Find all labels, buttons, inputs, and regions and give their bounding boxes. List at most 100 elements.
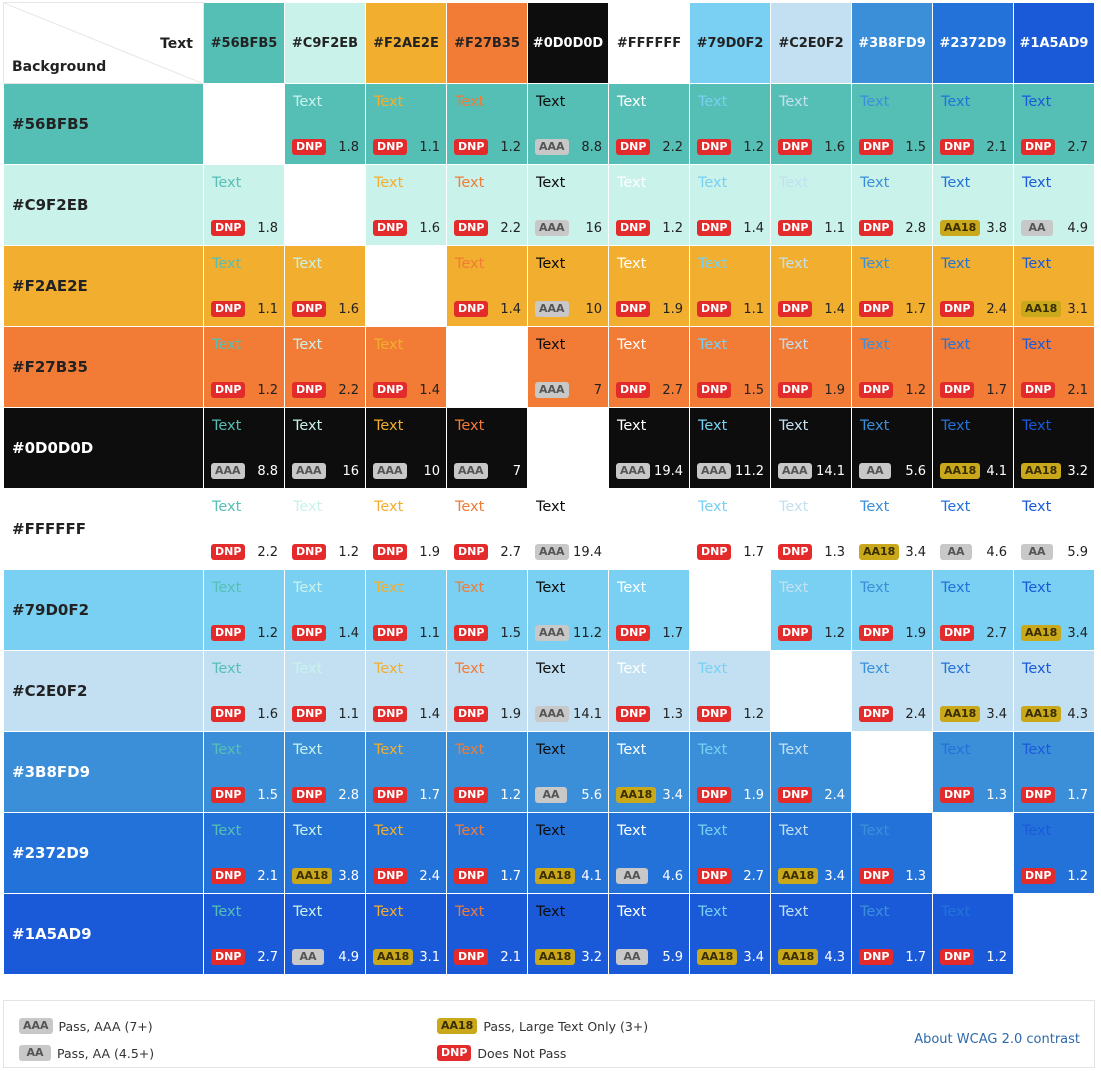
rating-badge: AAA: [697, 463, 731, 479]
cell-footer: DNP 1.5: [454, 625, 521, 641]
sample-text: Text: [1022, 337, 1052, 353]
legend-dnp-badge: DNP: [437, 1045, 472, 1061]
sample-text: Text: [536, 580, 566, 596]
sample-text: Text: [617, 742, 647, 758]
cell-footer: DNP 1.2: [778, 625, 845, 641]
rating-badge: DNP: [697, 787, 732, 803]
cell-footer: DNP 1.2: [616, 220, 683, 236]
sample-text: Text: [1022, 661, 1052, 677]
background-axis-label: Background: [12, 59, 107, 75]
contrast-ratio: 2.2: [500, 220, 521, 236]
contrast-cell: Text DNP 1.2: [770, 569, 852, 651]
rating-badge: DNP: [373, 625, 408, 641]
contrast-cell: Text DNP 1.9: [446, 650, 528, 732]
rating-badge: DNP: [940, 787, 975, 803]
sample-text: Text: [941, 580, 971, 596]
contrast-ratio: 2.7: [1067, 139, 1088, 155]
contrast-cell: Text AA18 4.3: [1013, 650, 1095, 732]
cell-footer: DNP 1.2: [697, 139, 764, 155]
cell-footer: DNP 1.7: [859, 301, 926, 317]
cell-footer: DNP 1.2: [292, 544, 359, 560]
cell-footer: DNP 1.2: [454, 787, 521, 803]
contrast-cell: Text AAA 16: [527, 164, 609, 246]
contrast-cell: Text DNP 2.8: [284, 731, 366, 813]
sample-text: Text: [212, 337, 242, 353]
sample-text: Text: [617, 256, 647, 272]
cell-footer: DNP 2.7: [697, 868, 764, 884]
contrast-ratio: 3.4: [905, 544, 926, 560]
about-wcag-link[interactable]: About WCAG 2.0 contrast: [914, 1032, 1080, 1047]
column-header: #F2AE2E: [365, 2, 447, 84]
empty-cell: [446, 326, 528, 408]
sample-text: Text: [617, 175, 647, 191]
contrast-ratio: 1.7: [500, 868, 521, 884]
contrast-cell: Text AA18 3.4: [770, 812, 852, 894]
contrast-ratio: 8.8: [257, 463, 278, 479]
contrast-cell: Text AA 4.6: [932, 488, 1014, 570]
contrast-ratio: 1.4: [824, 301, 845, 317]
contrast-ratio: 5.9: [662, 949, 683, 965]
rating-badge: DNP: [778, 301, 813, 317]
sample-text: Text: [536, 661, 566, 677]
contrast-ratio: 1.4: [500, 301, 521, 317]
rating-badge: DNP: [859, 625, 894, 641]
sample-text: Text: [941, 418, 971, 434]
rating-badge: AA18: [778, 949, 819, 965]
contrast-ratio: 1.2: [986, 949, 1007, 965]
contrast-cell: Text AA18 3.2: [1013, 407, 1095, 489]
row-header: #3B8FD9: [3, 731, 204, 813]
cell-footer: DNP 1.4: [373, 706, 440, 722]
rating-badge: DNP: [616, 301, 651, 317]
rating-badge: DNP: [616, 625, 651, 641]
contrast-cell: Text AAA 14.1: [770, 407, 852, 489]
rating-badge: DNP: [697, 868, 732, 884]
cell-footer: AAA 19.4: [616, 463, 683, 479]
contrast-cell: Text DNP 1.7: [851, 245, 933, 327]
cell-footer: AA18 4.1: [940, 463, 1007, 479]
rating-badge: AA18: [778, 868, 819, 884]
cell-footer: DNP 2.8: [859, 220, 926, 236]
legend-aaa-desc: Pass, AAA (7+): [58, 1018, 153, 1034]
sample-text: Text: [860, 904, 890, 920]
rating-badge: DNP: [616, 220, 651, 236]
contrast-ratio: 1.2: [500, 787, 521, 803]
contrast-cell: Text DNP 1.7: [689, 488, 771, 570]
grid-row: #79D0F2 Text DNP 1.2 Text DNP 1.4 Text DNP 1.1 Tex…: [3, 569, 1095, 651]
rating-badge: DNP: [697, 382, 732, 398]
rating-badge: DNP: [778, 625, 813, 641]
rating-badge: DNP: [211, 787, 246, 803]
cell-footer: DNP 2.1: [940, 139, 1007, 155]
empty-cell: [608, 488, 690, 570]
contrast-cell: Text DNP 1.6: [284, 245, 366, 327]
cell-footer: DNP 1.3: [778, 544, 845, 560]
column-header: #56BFB5: [203, 2, 285, 84]
cell-footer: DNP 1.4: [292, 625, 359, 641]
rating-badge: AA18: [1021, 625, 1062, 641]
contrast-cell: Text DNP 1.8: [284, 83, 366, 165]
sample-text: Text: [374, 175, 404, 191]
cell-footer: AA18 3.4: [778, 868, 845, 884]
cell-footer: AA 5.9: [616, 949, 683, 965]
contrast-cell: Text DNP 1.5: [689, 326, 771, 408]
contrast-cell: Text DNP 1.9: [608, 245, 690, 327]
contrast-ratio: 2.7: [257, 949, 278, 965]
contrast-ratio: 1.2: [743, 139, 764, 155]
rating-badge: AA18: [373, 949, 414, 965]
contrast-ratio: 1.6: [419, 220, 440, 236]
contrast-cell: Text DNP 1.3: [608, 650, 690, 732]
sample-text: Text: [455, 661, 485, 677]
empty-cell: [770, 650, 852, 732]
contrast-cell: Text AA 5.9: [608, 893, 690, 975]
rating-badge: DNP: [211, 301, 246, 317]
cell-footer: AAA 19.4: [535, 544, 602, 560]
sample-text: Text: [293, 94, 323, 110]
contrast-ratio: 1.1: [824, 220, 845, 236]
rating-badge: DNP: [1021, 139, 1056, 155]
sample-text: Text: [698, 418, 728, 434]
rating-badge: AAA: [535, 544, 569, 560]
legend-aa18: AA18 Pass, Large Text Only (3+): [437, 1018, 648, 1034]
row-header: #C2E0F2: [3, 650, 204, 732]
contrast-ratio: 1.7: [1067, 787, 1088, 803]
sample-text: Text: [536, 904, 566, 920]
cell-footer: DNP 1.2: [859, 382, 926, 398]
